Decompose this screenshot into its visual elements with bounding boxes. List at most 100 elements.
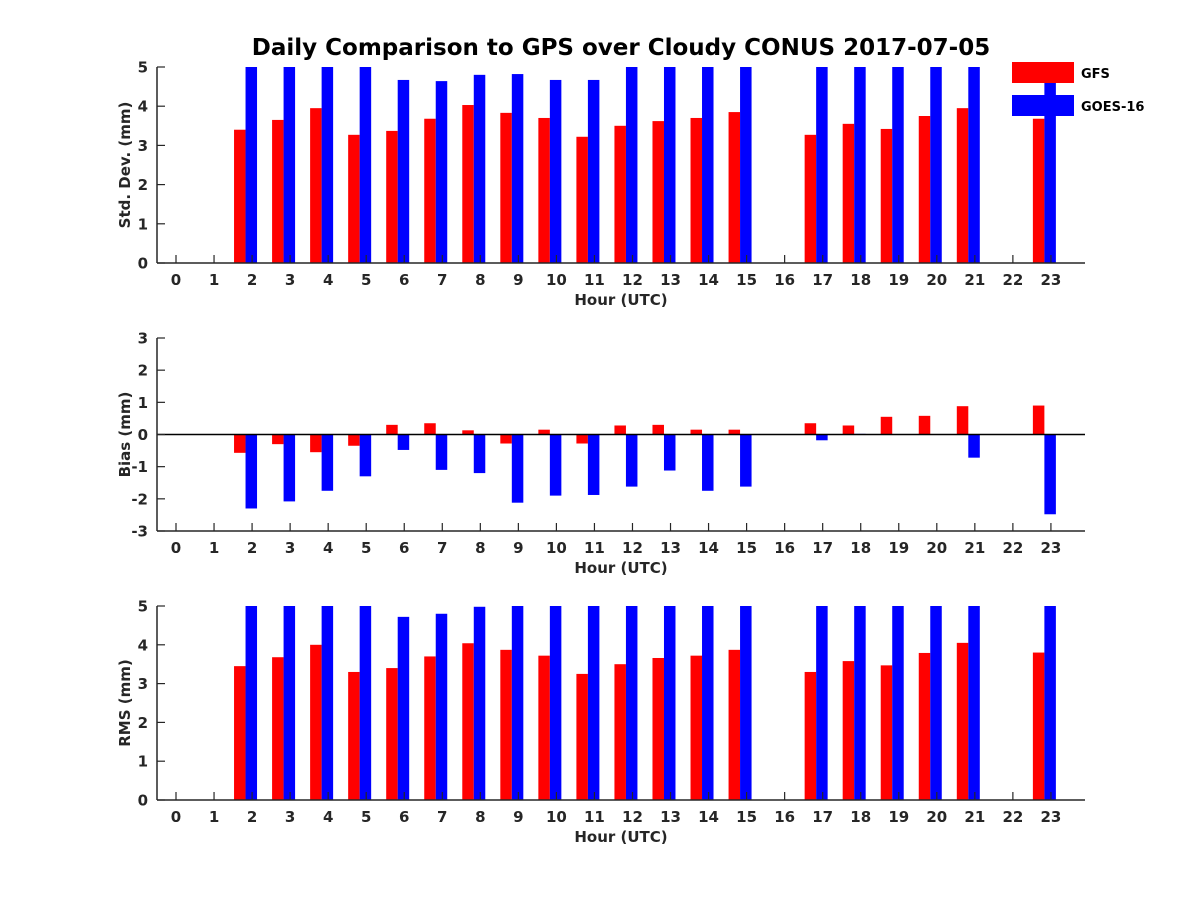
bar-goes-16-hour-19 [930, 606, 942, 800]
bar-goes-16-hour-12 [663, 67, 676, 263]
bar-goes-16-hour-12 [663, 434, 676, 471]
x-tick-label: 21 [964, 539, 985, 557]
bar-gfs-hour-14 [728, 112, 741, 263]
bar-goes-16-hour-4 [359, 67, 372, 263]
x-tick-label: 22 [1002, 539, 1023, 557]
x-tick-label: 16 [774, 808, 795, 826]
bar-gfs-hour-1 [234, 129, 246, 263]
bar-gfs-hour-5 [386, 424, 398, 435]
x-tick-label: 19 [888, 539, 909, 557]
x-tick-label: 3 [285, 808, 295, 826]
x-tick-label: 12 [622, 271, 643, 289]
x-tick-label: 9 [513, 539, 523, 557]
bar-gfs-hour-9 [538, 117, 550, 264]
x-tick-label: 2 [247, 808, 257, 826]
bar-gfs-hour-6 [424, 656, 436, 800]
x-tick-label: 16 [774, 271, 795, 289]
bar-goes-16-hour-8 [511, 74, 524, 263]
bar-gfs-hour-17 [842, 425, 855, 435]
x-tick-label: 8 [475, 271, 485, 289]
bar-goes-16-hour-4 [359, 606, 372, 800]
bar-goes-16-hour-8 [511, 606, 524, 800]
x-tick-label: 22 [1002, 271, 1023, 289]
bar-goes-16-hour-9 [549, 79, 562, 263]
y-axis-label: Std. Dev. (mm) [116, 102, 134, 229]
x-tick-label: 11 [584, 271, 605, 289]
bar-goes-16-hour-8 [511, 434, 524, 503]
bar-goes-16-hour-16 [816, 67, 828, 263]
x-tick-label: 7 [437, 808, 447, 826]
y-tick-label: 3 [138, 675, 148, 693]
bar-gfs-hour-10 [576, 434, 588, 444]
bar-goes-16-hour-19 [930, 67, 942, 263]
bar-goes-16-hour-10 [587, 434, 600, 495]
bar-goes-16-hour-6 [435, 81, 448, 263]
y-tick-label: 5 [138, 59, 148, 77]
bar-gfs-hour-22 [1032, 118, 1045, 264]
x-tick-label: 3 [285, 539, 295, 557]
x-tick-label: 11 [584, 808, 605, 826]
x-tick-label: 10 [546, 539, 567, 557]
bar-gfs-hour-22 [1032, 405, 1045, 435]
x-tick-label: 2 [247, 271, 257, 289]
bar-gfs-hour-20 [956, 108, 969, 263]
x-tick-label: 18 [850, 539, 871, 557]
y-axis-label: Bias (mm) [116, 392, 134, 478]
y-tick-label: 0 [138, 426, 148, 444]
x-tick-label: 17 [812, 271, 833, 289]
x-tick-label: 11 [584, 539, 605, 557]
bar-goes-16-hour-22 [1044, 67, 1056, 263]
bar-gfs-hour-16 [804, 671, 817, 800]
bar-goes-16-hour-20 [968, 606, 980, 800]
chart-title: Daily Comparison to GPS over Cloudy CONU… [252, 35, 990, 61]
bar-goes-16-hour-7 [473, 434, 486, 474]
bar-gfs-hour-10 [576, 673, 588, 800]
bar-gfs-hour-1 [234, 666, 246, 800]
y-tick-label: 1 [138, 753, 148, 771]
bar-gfs-hour-7 [462, 643, 474, 800]
x-tick-label: 13 [660, 539, 681, 557]
y-tick-label: 2 [138, 176, 148, 194]
x-tick-label: 2 [247, 539, 257, 557]
x-tick-label: 19 [888, 271, 909, 289]
y-axis-label: RMS (mm) [116, 659, 134, 746]
x-tick-label: 1 [209, 808, 219, 826]
x-tick-label: 10 [546, 271, 567, 289]
bar-gfs-hour-13 [690, 655, 703, 800]
bar-gfs-hour-13 [690, 117, 703, 264]
bar-goes-16-hour-16 [816, 606, 828, 800]
legend-swatch-gfs [1012, 62, 1074, 83]
x-tick-label: 5 [361, 539, 371, 557]
x-tick-label: 13 [660, 271, 681, 289]
x-tick-label: 17 [812, 808, 833, 826]
x-tick-label: 17 [812, 539, 833, 557]
x-tick-label: 1 [209, 271, 219, 289]
bar-gfs-hour-2 [272, 434, 284, 445]
bar-gfs-hour-2 [272, 657, 284, 800]
x-tick-label: 12 [622, 539, 643, 557]
bar-gfs-hour-7 [462, 430, 474, 435]
y-tick-label: 0 [138, 255, 148, 273]
bar-goes-16-hour-20 [968, 434, 980, 458]
x-axis-label: Hour (UTC) [574, 291, 667, 309]
x-tick-label: 4 [323, 271, 333, 289]
bar-gfs-hour-8 [500, 434, 512, 444]
bar-gfs-hour-9 [538, 655, 550, 800]
x-tick-label: 21 [964, 271, 985, 289]
bar-gfs-hour-19 [918, 652, 931, 800]
bar-gfs-hour-18 [880, 128, 893, 263]
x-axis-label: Hour (UTC) [574, 828, 667, 846]
bar-goes-16-hour-9 [549, 606, 562, 800]
bar-gfs-hour-6 [424, 423, 436, 435]
bar-goes-16-hour-5 [397, 616, 410, 800]
x-tick-label: 6 [399, 808, 409, 826]
bar-gfs-hour-9 [538, 429, 550, 435]
bar-goes-16-hour-16 [816, 434, 828, 441]
x-tick-label: 8 [475, 539, 485, 557]
x-axis-label: Hour (UTC) [574, 559, 667, 577]
bar-goes-16-hour-6 [435, 613, 448, 800]
bar-goes-16-hour-14 [740, 434, 752, 487]
